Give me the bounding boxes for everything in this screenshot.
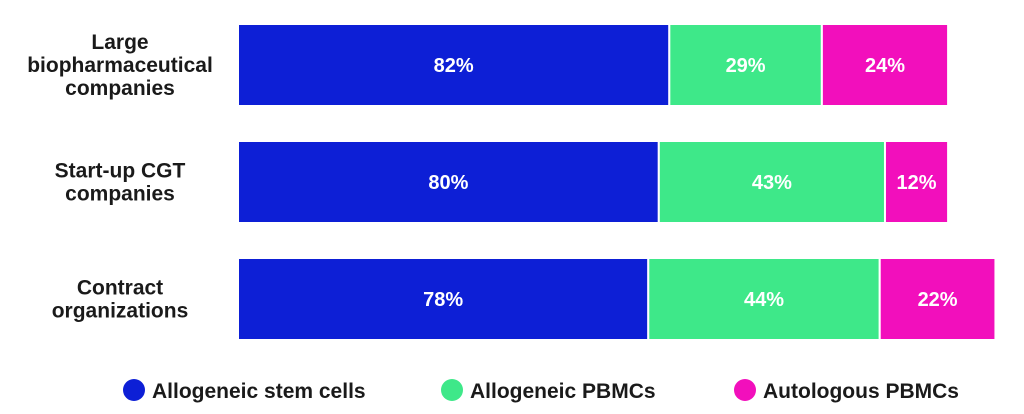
category-label-2: Contract organizations — [52, 277, 189, 323]
value-label-allogeneic-stem-cells-1: 80% — [428, 172, 468, 194]
value-label-autologous-pbmcs-0: 24% — [865, 55, 905, 77]
legend: Allogeneic stem cells Allogeneic PBMCs Aut… — [123, 379, 959, 403]
bar-allogeneic-stem-cells-1 — [237, 140, 660, 224]
bar-autologous-pbmcs-2 — [878, 257, 997, 341]
value-label-allogeneic-pbmcs-2: 44% — [744, 289, 784, 311]
legend-label-allogeneic-stem-cells: Allogeneic stem cells — [152, 380, 366, 403]
category-label-line: biopharmaceutical — [27, 54, 213, 77]
legend-swatch-allogeneic-stem-cells — [123, 379, 145, 401]
value-label-allogeneic-stem-cells-0: 82% — [434, 55, 474, 77]
bars: 82% 29% 24% 80% 43% 12% 78% 44% 22% — [237, 23, 997, 341]
category-label-0: Large biopharmaceutical companies — [27, 31, 213, 100]
legend-swatch-autologous-pbmcs — [734, 379, 756, 401]
bar-allogeneic-pbmcs-2 — [647, 257, 881, 341]
category-label-1: Start-up CGT companies — [55, 160, 186, 206]
bar-allogeneic-stem-cells-2 — [237, 257, 650, 341]
bar-allogeneic-stem-cells-0 — [237, 23, 671, 107]
legend-label-allogeneic-pbmcs: Allogeneic PBMCs — [470, 380, 656, 403]
category-labels: Large biopharmaceutical companiesStart-up … — [27, 31, 213, 323]
legend-label-autologous-pbmcs: Autologous PBMCs — [763, 380, 959, 403]
value-label-allogeneic-pbmcs-1: 43% — [752, 172, 792, 194]
category-label-line: Contract — [77, 277, 163, 300]
bar-allogeneic-pbmcs-1 — [657, 140, 886, 224]
category-label-line: companies — [65, 183, 175, 206]
value-label-autologous-pbmcs-2: 22% — [918, 289, 958, 311]
legend-swatch-allogeneic-pbmcs — [441, 379, 463, 401]
category-label-line: Large — [91, 31, 148, 54]
bar-allogeneic-pbmcs-0 — [668, 23, 823, 107]
category-label-line: companies — [65, 77, 175, 100]
category-label-line: organizations — [52, 300, 189, 323]
value-label-allogeneic-stem-cells-2: 78% — [423, 289, 463, 311]
value-label-autologous-pbmcs-1: 12% — [897, 172, 937, 194]
category-label-line: Start-up CGT — [55, 160, 186, 183]
bar-autologous-pbmcs-1 — [883, 140, 950, 224]
bar-autologous-pbmcs-0 — [820, 23, 950, 107]
value-label-allogeneic-pbmcs-0: 29% — [726, 55, 766, 77]
